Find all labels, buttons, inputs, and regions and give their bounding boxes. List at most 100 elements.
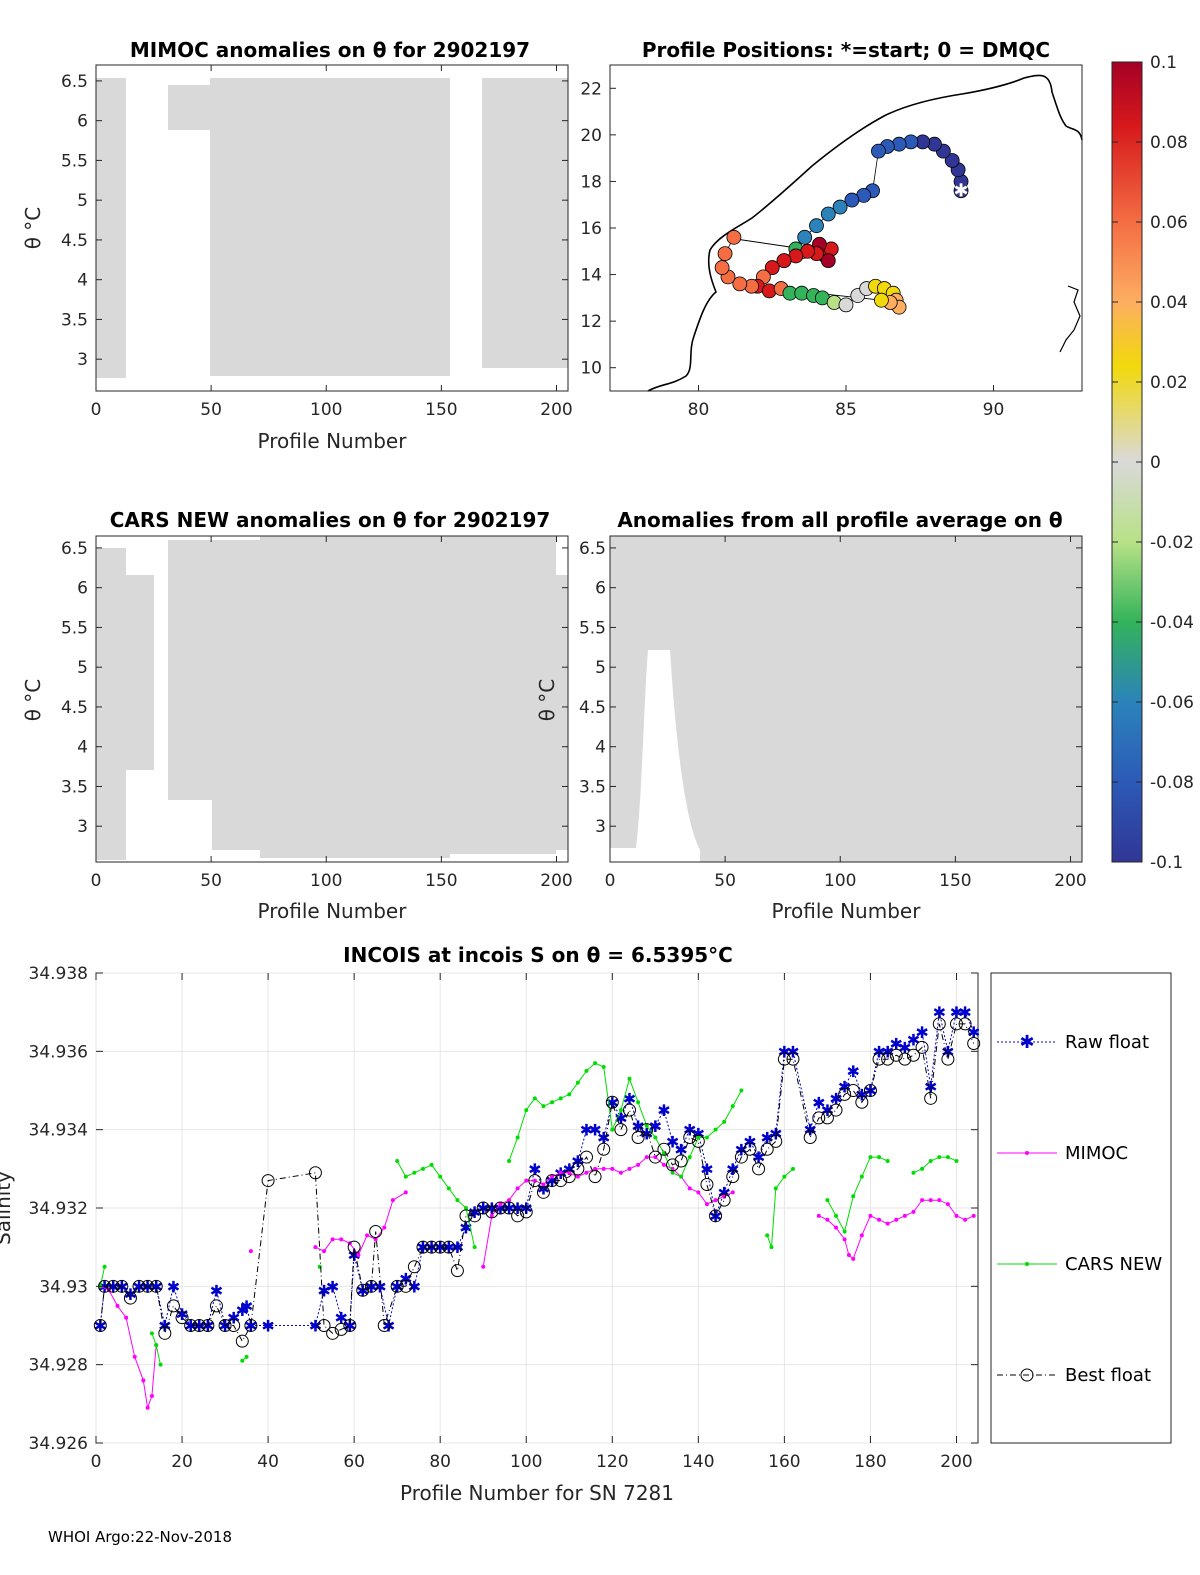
data-point: ✱ [752,1148,765,1167]
data-point [627,1076,632,1081]
data-point [597,1142,611,1156]
data-point [390,1279,404,1293]
data-point [429,1162,434,1167]
y-tick-label: 5.5 [579,618,606,638]
data-point [149,1279,163,1293]
y-tick-label: 5.5 [61,151,88,171]
mimoc-data-block [482,78,568,368]
data-point [403,1190,408,1195]
data-point [868,1155,873,1160]
data-point: ✱ [240,1297,253,1316]
x-tick-label: 200 [1054,871,1086,891]
data-point [889,1048,903,1062]
x-tick-label: 80 [429,1452,451,1472]
data-point [326,1326,340,1340]
profile-position-point [871,143,886,159]
data-point [369,1225,383,1238]
data-point [834,1213,839,1218]
positions-ticks: 80 85 90 22 20 18 16 14 12 10 [580,79,1004,420]
cars-data-block [556,575,568,850]
data-point [627,1166,632,1171]
data-point: ✱ [451,1238,464,1257]
data-point [124,1315,129,1320]
data-point [618,1170,623,1175]
data-point [240,1358,245,1363]
data-point [704,1135,709,1140]
data-point: ✱ [588,1121,601,1140]
positions-track: ✱ [714,134,969,315]
data-point [928,1198,933,1203]
data-point: ✱ [683,1121,696,1140]
data-point [145,1405,150,1410]
data-point [123,1291,137,1305]
mimoc-data-block [96,78,126,378]
data-point [829,1103,843,1117]
x-tick-label: 150 [939,871,971,891]
data-point [209,1299,223,1313]
series-line [396,1160,476,1248]
y-tick-label: 34.938 [29,964,88,984]
data-point [412,1170,417,1175]
data-point: ✱ [317,1281,330,1300]
data-point: ✱ [236,1301,249,1320]
panel-positions: Profile Positions: *=start; 0 = DMQC ✱ 8… [580,38,1083,420]
data-point [308,1166,322,1180]
data-point [132,1354,137,1359]
colorbar-tick-label: 0.04 [1150,293,1188,313]
y-tick-label: 4.5 [61,231,88,251]
profile-position-point [732,276,748,292]
data-point [963,1217,968,1222]
data-point [945,1202,950,1207]
data-point: ✱ [769,1125,782,1144]
x-tick-label: 50 [200,871,222,891]
data-point [877,1155,882,1160]
data-point: ✱ [571,1152,584,1171]
data-point [894,1217,899,1222]
data-point [657,1142,671,1156]
data-point [851,1194,856,1199]
data-point [734,1150,748,1164]
colorbar-tick-label: 0.1 [1150,53,1177,73]
cars-data-block [450,536,556,854]
data-point [115,1279,129,1293]
data-point [382,1225,387,1230]
data-point [696,1135,701,1140]
data-point: ✱ [210,1281,223,1300]
data-point [704,1202,709,1207]
data-point [558,1170,563,1175]
data-point: ✱ [674,1140,687,1159]
mimoc-data-block [210,78,450,376]
data-point [687,1186,692,1191]
x-tick-label: 120 [596,1452,628,1472]
y-tick-label: 34.928 [29,1356,88,1376]
data-point [515,1186,520,1191]
panel-mimoc: MIMOC anomalies on θ for 2902197 0 50 100 1… [21,38,573,453]
y-tick-label: 4.5 [61,698,88,718]
cars-axes-frame [95,535,569,863]
legend-best-label: Best float [1065,1365,1151,1386]
x-tick-label: 100 [824,871,856,891]
y-tick-label: 20 [580,126,602,146]
profile-position-point [832,199,848,215]
data-point [906,1048,920,1062]
x-tick-label: 90 [983,400,1005,420]
data-point [666,1158,680,1172]
y-tick-label: 34.934 [29,1121,88,1141]
x-tick-label: 50 [200,400,222,420]
data-point [149,1331,154,1336]
data-point [765,1233,770,1238]
y-tick-label: 34.936 [29,1042,88,1062]
series-best-float [93,1017,981,1348]
coastline [647,74,1083,392]
legend-best-marker [1020,1368,1034,1382]
data-point [932,1017,946,1031]
data-point [502,1201,516,1215]
data-point: ✱ [855,1085,868,1104]
data-point [679,1174,684,1179]
data-point [485,1205,499,1219]
data-point [433,1240,447,1254]
y-tick-label: 3 [595,817,606,837]
data-point [623,1103,637,1117]
data-point [610,1166,615,1171]
data-point [545,1174,559,1188]
